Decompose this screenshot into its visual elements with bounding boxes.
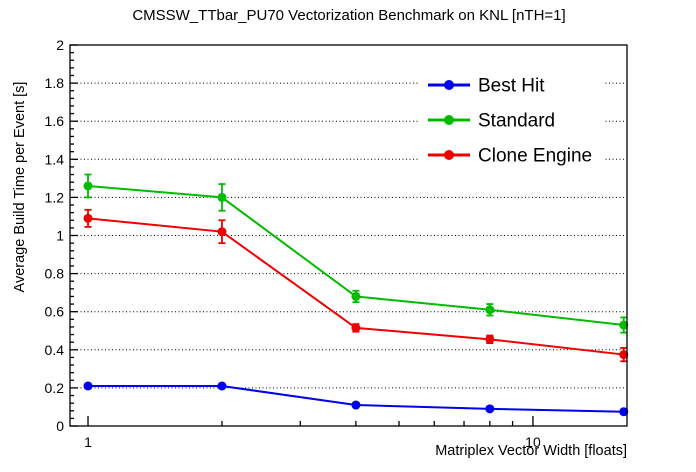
series-clone-engine [83, 208, 629, 363]
data-point-clone-engine-x4 [351, 323, 361, 333]
y-tick-label-1.4: 1.4 [45, 151, 65, 167]
axis-ticks [70, 44, 534, 427]
data-point-standard-x8 [485, 305, 495, 315]
legend-marker-clone-engine [444, 150, 454, 160]
data-point-best-hit-x16 [619, 407, 629, 417]
data-point-clone-engine-x16 [619, 350, 629, 360]
data-point-best-hit-x4 [351, 400, 361, 410]
y-tick-label-1.6: 1.6 [45, 113, 65, 129]
legend-label-clone-engine: Clone Engine [478, 146, 592, 167]
series-best-hit [83, 381, 629, 417]
x-tick-label-10: 10 [525, 434, 541, 450]
y-tick-label-0: 0 [56, 418, 64, 434]
y-axis-title: Average Build Time per Event [s] [12, 82, 28, 293]
data-point-standard-x2 [217, 192, 227, 202]
y-tick-label-2: 2 [56, 37, 64, 53]
data-point-standard-x16 [619, 320, 629, 330]
y-tick-label-1.8: 1.8 [45, 75, 65, 91]
y-tick-label-0.6: 0.6 [45, 304, 65, 320]
legend-marker-best-hit [444, 80, 454, 90]
legend [418, 64, 604, 166]
y-tick-label-1.2: 1.2 [45, 189, 65, 205]
data-point-best-hit-x8 [485, 404, 495, 414]
y-tick-label-1: 1 [56, 228, 64, 244]
chart-title: CMSSW_TTbar_PU70 Vectorization Benchmark… [132, 7, 565, 24]
x-tick-label-1: 1 [84, 434, 92, 450]
y-tick-label-0.8: 0.8 [45, 266, 65, 282]
tick-labels: 0 0.2 0.4 0.6 0.8 1 1.2 1.4 1.6 1.8 2 1 10 [45, 37, 541, 450]
data-point-standard-x4 [351, 291, 361, 301]
data-point-clone-engine-x8 [485, 334, 495, 344]
data-point-best-hit-x2 [217, 381, 227, 391]
x-axis-title: Matriplex Vector Width [floats] [435, 443, 627, 459]
data-point-standard-x1 [83, 181, 93, 191]
data-point-best-hit-x1 [83, 381, 93, 391]
data-point-clone-engine-x1 [83, 213, 93, 223]
legend-label-best-hit: Best Hit [478, 76, 545, 97]
y-tick-label-0.4: 0.4 [45, 342, 65, 358]
data-point-clone-engine-x2 [217, 227, 227, 237]
data-series [83, 173, 629, 417]
y-tick-label-0.2: 0.2 [45, 380, 65, 396]
legend-label-standard: Standard [478, 111, 555, 132]
legend-marker-standard [444, 115, 454, 125]
series-standard [83, 173, 629, 334]
series-line-clone-engine [87, 217, 624, 356]
series-line-standard [87, 184, 624, 327]
